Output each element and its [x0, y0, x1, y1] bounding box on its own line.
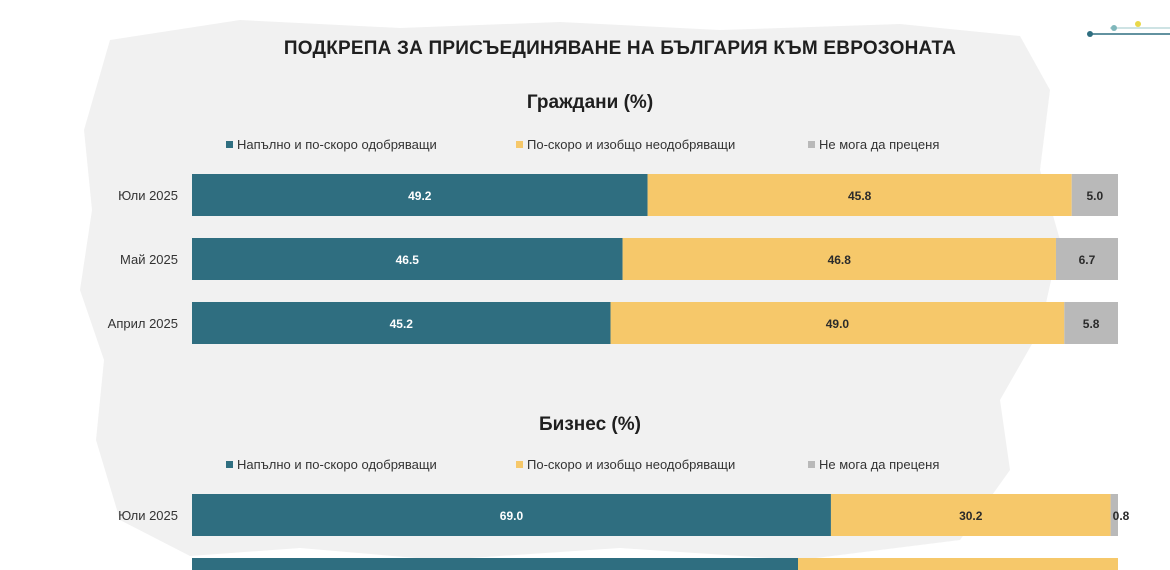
data-label-approve: 45.2: [390, 317, 414, 331]
legend-swatch-disapprove: [516, 141, 523, 148]
bar-segment-disapprove: [610, 302, 1065, 344]
bar-segment-approve: [192, 174, 648, 216]
legend-item-disapprove: По-скоро и изобщо неодобряващи: [516, 136, 735, 154]
legend-swatch-undecided: [808, 461, 815, 468]
category-label: Юли 2025: [118, 508, 178, 523]
bar-segment-approve: [192, 302, 611, 344]
legend-item-undecided: Не мога да преценя: [808, 456, 939, 474]
business-section-title: Бизнес (%): [539, 414, 641, 435]
bar-segment-undecided: [1064, 302, 1118, 344]
business-next-bar-cropped: [192, 558, 1118, 570]
data-label-disapprove: 30.2: [959, 509, 983, 523]
cropped-bar-approve-segment: [192, 558, 798, 570]
bar-segment-disapprove: [622, 238, 1056, 280]
legend-item-approve: Напълно и по-скоро одобряващи: [226, 136, 437, 154]
data-label-disapprove: 46.8: [828, 253, 852, 267]
legend-label-disapprove: По-скоро и изобщо неодобряващи: [527, 137, 736, 152]
bar-segment-approve: [192, 494, 831, 536]
legend-label-disapprove: По-скоро и изобщо неодобряващи: [527, 457, 736, 472]
legend-label-approve: Напълно и по-скоро одобряващи: [237, 457, 437, 472]
citizens-section-title: Граждани (%): [526, 92, 654, 113]
legend-swatch-disapprove: [516, 461, 523, 468]
business-stacked-bar-chart: Юли 2025 69.0 30.2 0.8: [118, 494, 1130, 536]
category-label: Април 2025: [108, 316, 178, 331]
bar-segment-approve: [192, 238, 623, 280]
legend-swatch-approve: [226, 461, 233, 468]
category-label: Юли 2025: [118, 188, 178, 203]
legend-label-undecided: Не мога да преценя: [819, 457, 940, 472]
legend-swatch-approve: [226, 141, 233, 148]
bar-segment-disapprove: [647, 174, 1072, 216]
data-label-disapprove: 49.0: [826, 317, 850, 331]
bar-segment-undecided: [1071, 174, 1118, 216]
bar-segment-undecided: [1110, 494, 1118, 536]
legend-item-undecided: Не мога да преценя: [808, 136, 939, 154]
bar-segment-undecided: [1055, 238, 1118, 280]
bar-segment-disapprove: [830, 494, 1111, 536]
data-label-approve: 46.5: [396, 253, 420, 267]
data-label-undecided: 0.8: [1113, 509, 1130, 523]
category-label: Май 2025: [120, 252, 178, 267]
data-label-approve: 69.0: [500, 509, 524, 523]
main-title: ПОДКРЕПА ЗА ПРИСЪЕДИНЯВАНЕ НА БЪЛГАРИЯ К…: [283, 38, 957, 59]
data-label-disapprove: 45.8: [848, 189, 872, 203]
data-label-undecided: 6.7: [1079, 253, 1096, 267]
legend-label-approve: Напълно и по-скоро одобряващи: [237, 137, 437, 152]
data-label-approve: 49.2: [408, 189, 432, 203]
brand-logo-decoration: [1087, 21, 1170, 37]
legend-item-disapprove: По-скоро и изобщо неодобряващи: [516, 456, 735, 474]
data-label-undecided: 5.0: [1087, 189, 1104, 203]
legend-swatch-undecided: [808, 141, 815, 148]
legend-label-undecided: Не мога да преценя: [819, 137, 940, 152]
cropped-bar-disapprove-segment: [798, 558, 1118, 570]
data-label-undecided: 5.8: [1083, 317, 1100, 331]
citizens-stacked-bar-chart: Юли 2025 49.2 45.8 5.0 Май 2025 46.5 46.8 6.7 Ап…: [108, 174, 1118, 344]
legend-item-approve: Напълно и по-скоро одобряващи: [226, 456, 437, 474]
